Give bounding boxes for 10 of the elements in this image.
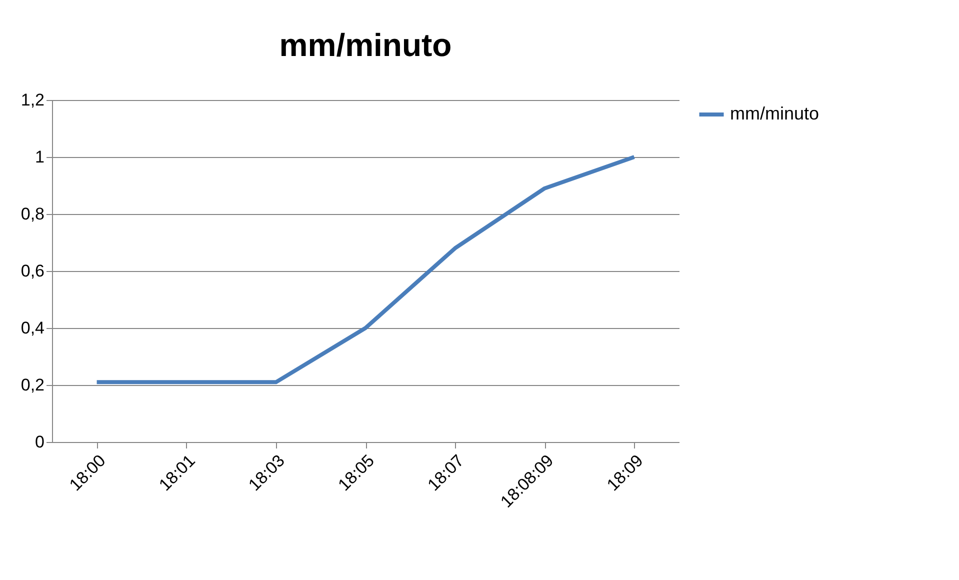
y-tick-label: 1,2 [20,90,44,110]
y-tick-label: 0,2 [20,376,44,394]
y-tick-label: 0 [35,432,44,452]
y-tick-label: 0,4 [20,318,44,338]
chart-title: mm/minuto [279,27,452,63]
y-tick-label: 1 [35,148,44,166]
y-tick-label: 0,6 [20,262,44,280]
line-series [94,155,636,384]
legend-label: mm/minuto [730,104,820,124]
y-tick-label: 0,8 [20,204,44,224]
